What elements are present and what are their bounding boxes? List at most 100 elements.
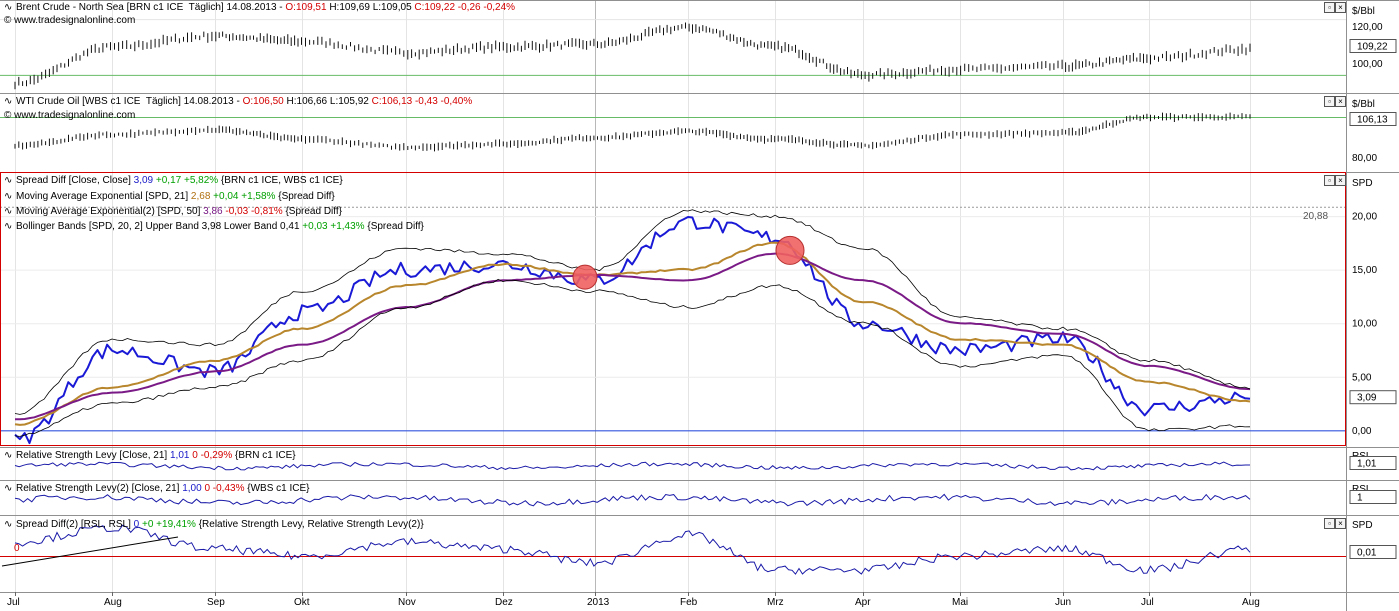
legend-source: {Spread Diff} [282,206,342,217]
spread-last-value-box [1349,390,1397,405]
legend-name: Moving Average Exponential(2) [SPD, 50] [16,206,204,217]
rsl1-last-value-box [1349,456,1397,470]
brent-source: © www.tradesignalonline.com [4,15,136,26]
legend-name: Bollinger Bands [SPD, 20, 2] Upper Band … [16,221,300,232]
spread-restore-button[interactable]: ▫ [1324,175,1335,186]
lower-band-line [14,278,1251,437]
spread-line [14,216,1251,445]
brent-restore-button[interactable]: ▫ [1324,2,1335,13]
brent-unit-label: $/Bbl [1352,6,1375,17]
time-tick-label: Apr [855,597,871,608]
ema50-line [14,252,1251,421]
legend-value: 0 [133,519,140,530]
time-tick-label: Jun [1055,597,1071,608]
rsldiff-line [14,524,1251,575]
legend-name: Moving Average Exponential [SPD, 21] [16,191,191,202]
spread-legend-1: ∿ Moving Average Exponential [SPD, 21] 2,… [4,190,335,203]
legend-zero: 0 [201,483,211,494]
plot-lines [1,22,1251,575]
spread-tick: 5,00 [1352,372,1372,383]
wti-title: WTI Crude Oil [WBS c1 ICE Täglich] 14.08… [16,96,243,107]
indicator-wave-icon: ∿ [4,450,13,461]
spread-tick: 10,00 [1352,319,1377,330]
legend-source: {WBS c1 ICE} [244,483,310,494]
wti-last-value-box [1349,112,1397,126]
indicator-wave-icon: ∿ [4,519,13,530]
legend-value: 1,00 [182,483,202,494]
rsl2-unit-label: RSL [1352,484,1372,495]
spread-legend-0: ∿ Spread Diff [Close, Close] 3,09 +0,17 +… [4,174,343,187]
rsl2-last-value-box [1349,490,1397,504]
legend-source: {Relative Strength Levy, Relative Streng… [195,519,424,530]
legend-source: {Spread Diff} [275,191,335,202]
legend-name: Relative Strength Levy [Close, 21] [16,450,170,461]
indicator-wave-icon: ∿ [4,2,13,13]
brent-tick: 100,00 [1352,59,1383,70]
legend-value: 3,86 [203,206,223,217]
time-tick-label: Jul [1141,597,1154,608]
legend-change: -0,43% [210,483,245,494]
rsldiff-header: ∿ Spread Diff(2) [RSL, RSL] 0 +0 +19,41% … [4,518,424,531]
time-tick-label: 2013 [587,597,610,608]
indicator-wave-icon: ∿ [4,191,13,202]
legend-source: {Spread Diff} [364,221,424,232]
rsl1-line [14,461,1250,471]
brent-low: L:109,05 [372,2,412,13]
legend-value: 2,68 [190,191,211,202]
brent-header: ∿ Brent Crude - North Sea [BRN c1 ICE Täg… [4,1,515,14]
spread-close-button[interactable]: × [1335,175,1346,186]
legend-name: Spread Diff(2) [RSL, RSL] [16,519,134,530]
indicator-wave-icon: ∿ [4,221,13,232]
indicator-wave-icon: ∿ [4,206,13,217]
time-tick-label: Sep [207,597,225,608]
upper-band-line [14,209,1251,415]
indicator-wave-icon: ∿ [4,175,13,186]
legend-change: +0,04 +1,58% [210,191,276,202]
time-tick-label: Dez [495,597,513,608]
legend-change: +0 +19,41% [139,519,196,530]
ema21-line [14,241,1251,426]
time-tick-label: Mai [952,597,968,608]
spread-panel-frame [0,172,1346,446]
wti-last-value: 106,13 [1357,115,1388,126]
rsldiff-close-button[interactable]: × [1335,518,1346,529]
rsldiff-restore-button[interactable]: ▫ [1324,518,1335,529]
brent-open: O:109,51 [285,2,327,13]
spread-tick: 0,00 [1352,426,1372,437]
chart-grid [0,0,1346,592]
time-tick-label: Feb [680,597,698,608]
brent-close-button[interactable]: × [1335,2,1346,13]
time-tick-label: Jul [7,597,20,608]
legend-source: {BRN c1 ICE} [232,450,296,461]
legend-name: Relative Strength Levy(2) [Close, 21] [16,483,183,494]
rsl1-last-value: 1,01 [1357,459,1377,470]
legend-change: -0,29% [197,450,233,461]
wti-restore-button[interactable]: ▫ [1324,96,1335,107]
rsl2-line [14,493,1251,507]
legend-value: 1,01 [169,450,190,461]
rsldiff-zero-label: 0 [14,543,20,554]
price-axis: $/Bbl120,00100,00109,22$/Bbl80,00106,13S… [1349,6,1397,559]
brent-last-value: 109,22 [1357,42,1388,53]
legend-change: +0,17 +5,82% [153,175,219,186]
time-tick-label: Aug [1242,597,1260,608]
wti-header: ∿ WTI Crude Oil [WBS c1 ICE Täglich] 14.0… [4,95,472,108]
wti-close-button[interactable]: × [1335,96,1346,107]
brent-title: Brent Crude - North Sea [BRN c1 ICE Tägl… [16,2,286,13]
rsldiff-last-value-box [1349,545,1397,559]
brent-high: H:109,69 [329,2,370,13]
indicator-wave-icon: ∿ [4,483,13,494]
crossover-marker [775,235,805,265]
wti-low: L:105,92 [329,96,369,107]
legend-change: +0,03 +1,43% [299,221,365,232]
brent-tick: 120,00 [1352,22,1383,33]
trend-line [1,536,179,567]
spread-tick: 20,00 [1352,212,1377,223]
legend-source: {BRN c1 ICE, WBS c1 ICE} [218,175,343,186]
wti-tick: 80,00 [1352,153,1377,164]
brent-close: C:109,22 -0,26 -0,24% [414,2,516,13]
wti-close: C:106,13 -0,43 -0,40% [371,96,473,107]
wti-high: H:106,66 [286,96,328,107]
